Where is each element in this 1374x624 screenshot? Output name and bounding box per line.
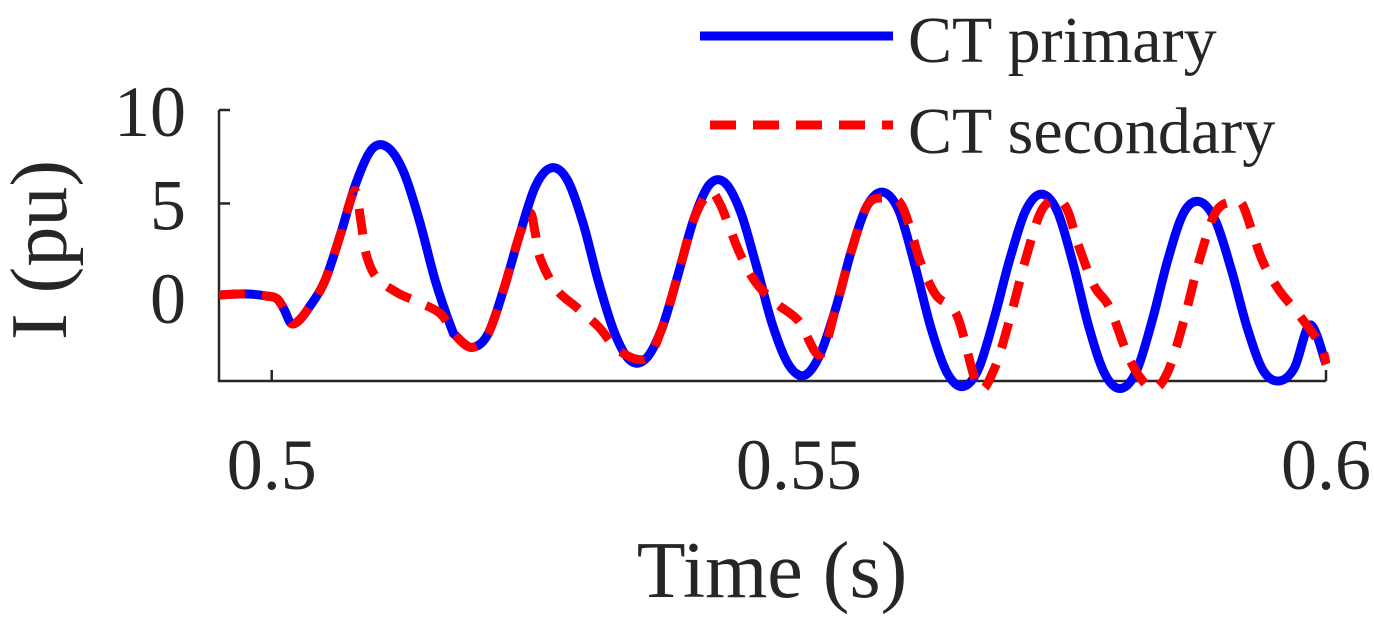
x-axis-label: Time (s) (637, 527, 907, 615)
x-tick-label: 0.5 (227, 425, 317, 505)
legend: CT primary CT secondary (700, 4, 1275, 168)
x-tick-label: 0.6 (1281, 425, 1371, 505)
y-tick-label: 0 (150, 259, 186, 339)
y-axis-label: I (pu) (0, 160, 84, 340)
series-line-ct-secondary (218, 186, 1331, 394)
legend-label-ct-primary: CT primary (908, 4, 1217, 77)
x-tick-label: 0.55 (736, 425, 862, 505)
tick-labels: 0.5 0.55 0.6 0 5 10 (114, 72, 1371, 505)
series-line-ct-primary (218, 140, 1331, 393)
y-tick-label: 5 (150, 165, 186, 245)
plot-area (218, 140, 1331, 394)
legend-label-ct-secondary: CT secondary (908, 95, 1275, 168)
y-tick-label: 10 (114, 72, 186, 152)
